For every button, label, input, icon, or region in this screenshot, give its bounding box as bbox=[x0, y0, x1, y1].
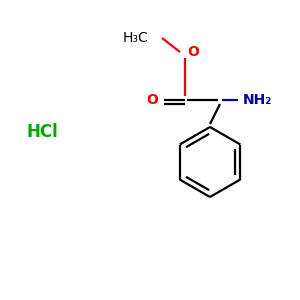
Text: O: O bbox=[187, 45, 199, 59]
Text: NH₂: NH₂ bbox=[243, 93, 272, 107]
Text: O: O bbox=[146, 93, 158, 107]
Text: H₃C: H₃C bbox=[122, 31, 148, 45]
Text: HCl: HCl bbox=[26, 123, 58, 141]
